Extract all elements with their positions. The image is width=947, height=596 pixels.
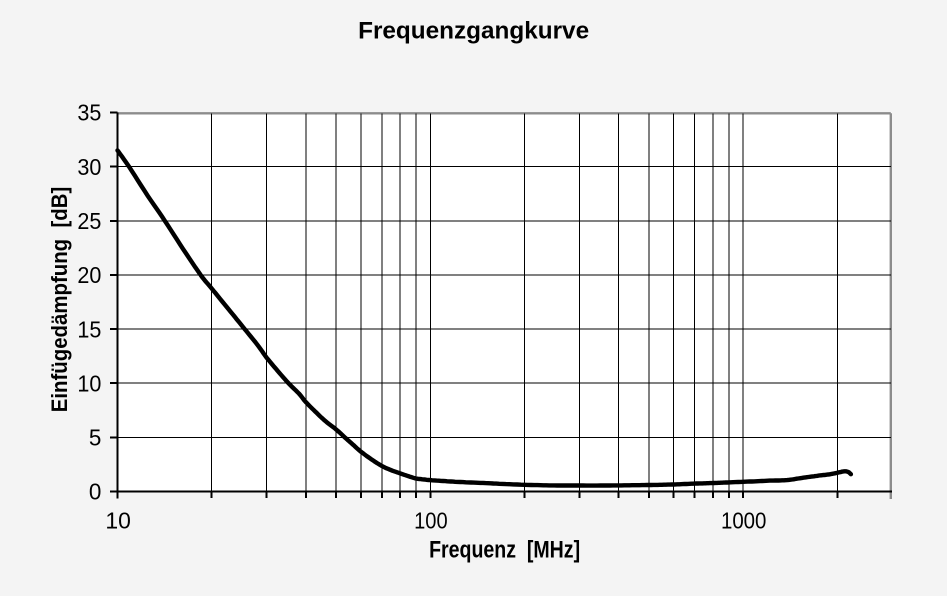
svg-text:30: 30: [77, 154, 101, 180]
svg-text:15: 15: [77, 316, 101, 342]
svg-text:20: 20: [77, 262, 101, 288]
svg-text:10: 10: [105, 507, 131, 533]
svg-text:Einfügedämpfung [dB]: Einfügedämpfung [dB]: [47, 187, 72, 413]
svg-text:0: 0: [89, 479, 102, 505]
svg-text:Frequenzgangkurve: Frequenzgangkurve: [358, 17, 589, 44]
svg-text:35: 35: [77, 100, 101, 126]
svg-text:100: 100: [414, 507, 448, 533]
svg-text:5: 5: [89, 425, 102, 451]
svg-text:Frequenz [MHz]: Frequenz [MHz]: [429, 536, 580, 563]
svg-text:25: 25: [77, 208, 101, 234]
svg-text:10: 10: [77, 370, 101, 396]
svg-text:1000: 1000: [721, 507, 767, 533]
